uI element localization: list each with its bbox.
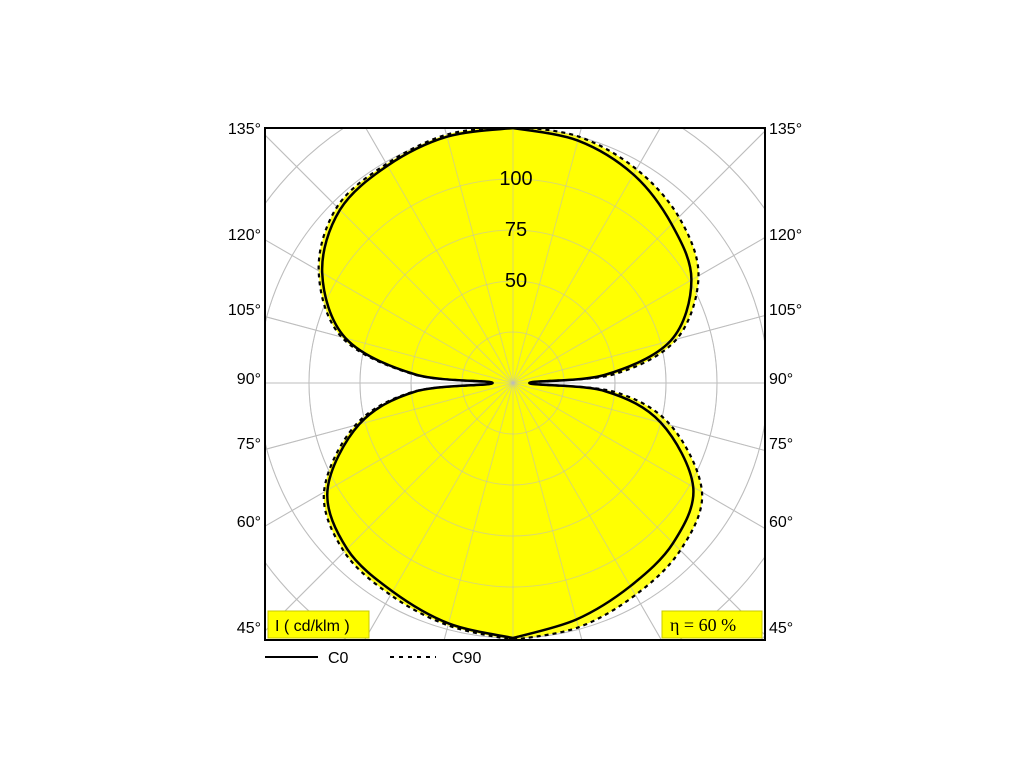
grid-spoke-330 xyxy=(364,382,514,640)
radial-label-50: 50 xyxy=(505,270,527,292)
plot-frame xyxy=(264,127,766,641)
angle-label-right-90: 90° xyxy=(769,371,793,388)
legend-label-c90: C90 xyxy=(452,650,481,667)
angle-label-left-90: 90° xyxy=(237,371,261,388)
angle-label-right-135: 135° xyxy=(769,121,802,138)
grid-spoke-285 xyxy=(265,382,514,450)
grid-spoke-75 xyxy=(512,382,765,452)
unit-label: I ( cd/klm ) xyxy=(275,618,350,635)
grid-spoke-105 xyxy=(512,314,765,384)
legend-label-c0: C0 xyxy=(328,650,349,667)
angle-label-left-75: 75° xyxy=(237,436,261,453)
grid-spoke-255 xyxy=(265,316,514,384)
angle-label-right-45: 45° xyxy=(769,620,793,637)
efficiency-box: η = 60 % xyxy=(661,610,763,639)
angle-label-right-75: 75° xyxy=(769,436,793,453)
grid-spoke-225 xyxy=(265,134,514,384)
angle-label-left-120: 120° xyxy=(228,227,261,244)
radial-label-75: 75 xyxy=(505,219,527,241)
angle-label-right-60: 60° xyxy=(769,514,793,531)
angle-label-left-60: 60° xyxy=(237,514,261,531)
grid-spoke-300 xyxy=(265,382,514,527)
angle-label-left-135: 135° xyxy=(228,121,261,138)
series-line-c90 xyxy=(317,128,704,640)
efficiency-label: η = 60 % xyxy=(670,615,736,635)
grid-spoke-15 xyxy=(512,382,583,640)
grid-spoke-150 xyxy=(512,128,661,384)
radial-label-100: 100 xyxy=(499,168,532,190)
grid-spoke-120 xyxy=(512,236,765,384)
angle-label-right-120: 120° xyxy=(769,227,802,244)
grid-spoke-210 xyxy=(365,128,514,384)
legend: C0 C90 xyxy=(265,650,481,667)
polar-grid-overlay xyxy=(265,128,765,640)
grid-spoke-60 xyxy=(512,382,765,530)
grid-spoke-30 xyxy=(512,382,662,640)
grid-spoke-195 xyxy=(444,128,514,384)
grid-spoke-135 xyxy=(512,130,765,384)
grid-spoke-240 xyxy=(265,239,514,384)
angle-label-left-105: 105° xyxy=(228,302,261,319)
unit-label-box: I ( cd/klm ) xyxy=(267,610,370,639)
angle-label-right-105: 105° xyxy=(769,302,802,319)
grid-spoke-165 xyxy=(512,128,582,384)
grid-spoke-345 xyxy=(443,382,514,640)
angle-label-left-45: 45° xyxy=(237,620,261,637)
intensity-fill xyxy=(265,128,765,640)
